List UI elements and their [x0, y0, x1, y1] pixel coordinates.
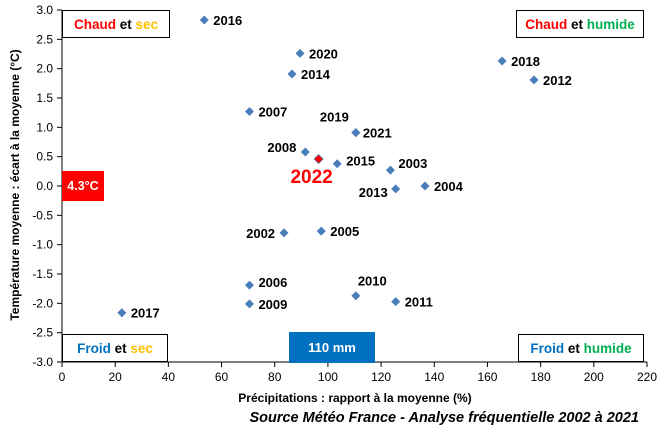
quadrant-conj: et: [114, 341, 127, 356]
x-tick-label: 180: [531, 370, 551, 384]
quadrant-word-hot: Chaud: [73, 17, 116, 32]
quadrant-word-cold: Froid: [77, 341, 111, 356]
point-label-2017: 2017: [131, 306, 160, 321]
x-tick-label: 60: [215, 370, 229, 384]
quadrant-label-hot-dry: Chaud et sec: [62, 10, 170, 38]
y-tick-label: 0.0: [36, 179, 53, 193]
y-axis-label: Température moyenne : écart à la moyenne…: [8, 49, 22, 320]
y-tick-label: 1.5: [36, 91, 53, 105]
x-tick-label: 200: [584, 370, 604, 384]
data-point-2002: [279, 228, 289, 238]
point-label-2011: 2011: [405, 295, 433, 310]
source-caption: Source Météo France - Analyse fréquentie…: [249, 410, 639, 426]
data-point-2003: [385, 165, 395, 175]
quadrant-label-hot-wet: Chaud et humide: [516, 10, 644, 38]
quadrant-conj: et: [119, 17, 132, 32]
point-label-2014: 2014: [301, 67, 331, 82]
point-label-2020: 2020: [309, 46, 338, 61]
x-tick-label: 40: [162, 370, 176, 384]
quadrant-word-wet: humide: [583, 341, 632, 356]
x-tick-label: 120: [371, 370, 391, 384]
x-axis-label: Précipitations : rapport à la moyenne (%…: [238, 391, 471, 405]
y-tick-label: 0.5: [36, 150, 53, 164]
point-label-2015: 2015: [346, 154, 375, 169]
quadrant-word-wet: humide: [586, 17, 635, 32]
data-point-2016: [199, 15, 209, 25]
data-point-2013: [391, 184, 401, 194]
data-point-2006: [244, 280, 254, 290]
y-tick-label: -1.0: [32, 238, 53, 252]
data-point-2004: [420, 181, 430, 191]
data-point-2018: [497, 56, 507, 66]
data-point-2014: [287, 69, 297, 79]
point-label-2003: 2003: [398, 156, 427, 171]
y-tick-label: -2.5: [32, 326, 53, 340]
point-label-2007: 2007: [258, 104, 287, 119]
data-point-2010: [351, 291, 361, 301]
data-point-2012: [529, 75, 539, 85]
point-label-2016: 2016: [213, 13, 242, 28]
y-tick-label: -2.0: [32, 296, 53, 310]
data-point-2005: [316, 226, 326, 236]
quadrant-label-cold-wet: Froid et humide: [518, 334, 644, 362]
tick-labels: 0 20 40 60 80 100 120 140 160 180 200 220 3.0 2.5 2.0 1…: [32, 3, 657, 384]
quadrant-word-hot: Chaud: [525, 17, 568, 32]
point-label-2018: 2018: [511, 54, 540, 69]
data-point-2015: [332, 159, 342, 169]
point-label-2009: 2009: [258, 297, 287, 312]
data-point-2021: [351, 128, 361, 138]
data-point-2020: [295, 48, 305, 58]
quadrant-word-dry: sec: [135, 17, 159, 32]
data-point-2017: [117, 308, 127, 318]
x-tick-label: 140: [424, 370, 444, 384]
point-label-2021: 2021: [363, 126, 392, 141]
point-label-2019: 2019: [320, 110, 349, 125]
precipitation-marker: 110 mm: [289, 332, 375, 363]
point-label-2022: 2022: [290, 167, 332, 188]
data-point-2009: [244, 299, 254, 309]
quadrant-label-cold-dry: Froid et sec: [62, 334, 168, 362]
x-tick-label: 160: [477, 370, 497, 384]
y-tick-label: 1.0: [36, 120, 53, 134]
data-point-2008: [300, 147, 310, 157]
x-tick-label: 0: [59, 370, 66, 384]
y-tick-label: 2.0: [36, 62, 53, 76]
x-tick-label: 20: [109, 370, 123, 384]
x-tick-label: 80: [268, 370, 282, 384]
point-labels: 2002 2003 2004 2005 2006 2007 2008 2009 2010 2011…: [131, 13, 572, 321]
data-point-2011: [391, 297, 401, 307]
y-tick-label: 2.5: [36, 32, 53, 46]
y-tick-label: -0.5: [32, 208, 53, 222]
point-label-2012: 2012: [543, 73, 572, 88]
data-points: [117, 15, 539, 318]
quadrant-word-dry: sec: [130, 341, 153, 356]
quadrant-conj: et: [567, 341, 580, 356]
point-label-2008: 2008: [267, 140, 296, 155]
point-label-2005: 2005: [330, 224, 359, 239]
x-tick-label: 100: [318, 370, 338, 384]
point-label-2002: 2002: [246, 226, 275, 241]
y-tick-label: 3.0: [36, 3, 53, 17]
data-point-2022: [313, 153, 324, 165]
temperature-marker: 4.3°C: [62, 171, 104, 201]
point-label-2004: 2004: [434, 179, 464, 194]
x-tick-label: 220: [637, 370, 657, 384]
quadrant-word-cold: Froid: [530, 341, 565, 356]
quadrant-conj: et: [570, 17, 583, 32]
y-tick-label: -1.5: [32, 267, 53, 281]
point-label-2010: 2010: [358, 274, 387, 289]
point-label-2013: 2013: [359, 185, 388, 200]
data-point-2007: [244, 106, 254, 116]
point-label-2006: 2006: [258, 275, 287, 290]
y-tick-label: -3.0: [32, 355, 53, 369]
